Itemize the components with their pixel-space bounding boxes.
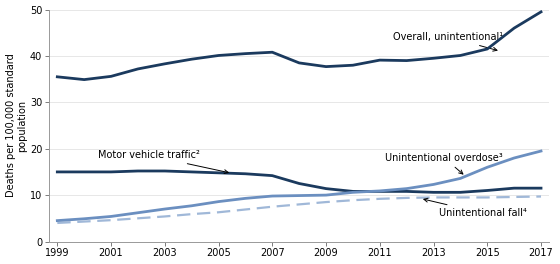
Text: Overall, unintentional¹: Overall, unintentional¹	[393, 32, 503, 51]
Text: Unintentional overdose³: Unintentional overdose³	[385, 153, 503, 174]
Y-axis label: Deaths per 100,000 standard
population: Deaths per 100,000 standard population	[6, 54, 27, 197]
Text: Unintentional fall⁴: Unintentional fall⁴	[424, 198, 527, 218]
Text: Motor vehicle traffic²: Motor vehicle traffic²	[97, 150, 228, 173]
